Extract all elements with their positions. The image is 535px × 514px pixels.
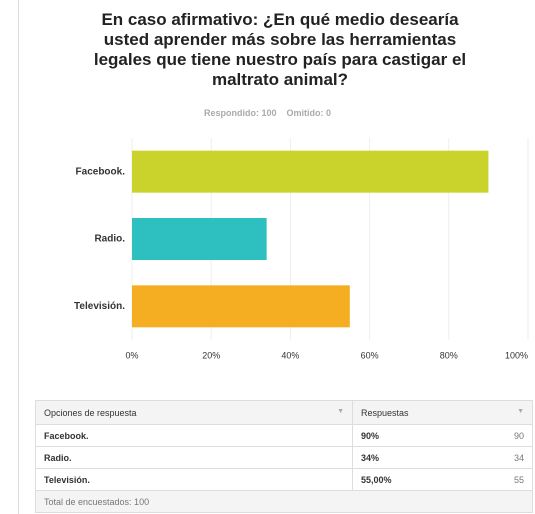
subtitle: Respondido: 100 Omitido: 0 — [0, 108, 535, 118]
y-tick-label: Facebook. — [76, 166, 126, 177]
sort-icon[interactable]: ▼ — [517, 407, 524, 415]
option: Televisión. — [35, 468, 353, 491]
sort-icon[interactable]: ▼ — [337, 407, 344, 415]
header-row: Opciones de respuesta ▼ Respuestas ▼ — [35, 400, 533, 425]
count: 90 — [467, 424, 533, 447]
bar — [132, 218, 267, 260]
x-tick-label: 60% — [361, 350, 379, 360]
count: 55 — [467, 468, 533, 491]
x-tick-label: 0% — [125, 350, 138, 360]
bar — [132, 285, 350, 328]
divider — [18, 0, 19, 514]
x-tick-label: 40% — [281, 350, 299, 360]
bar — [132, 150, 489, 193]
header-cell: Respuestas ▼ — [352, 400, 533, 425]
percent: 90% — [351, 424, 468, 447]
x-tick-label: 80% — [440, 350, 458, 360]
footer-row: Total de encuestados: 100 — [35, 490, 533, 513]
x-tick-label: 20% — [202, 350, 220, 360]
chart-title: En caso afirmativo: ¿En qué medio desear… — [93, 10, 467, 89]
percent: 34% — [351, 446, 468, 469]
header: Respuestas — [361, 407, 409, 418]
response-table: Opciones de respuesta ▼ Respuestas ▼ Faceb… — [35, 400, 533, 513]
y-tick-label: Televisión. — [74, 301, 125, 312]
row: Televisión. 55,00% 55 — [35, 468, 533, 491]
y-tick-label: Radio. — [94, 234, 125, 245]
header-cell: Opciones de respuesta ▼ — [35, 400, 353, 425]
chart: 0% 20% 40% 60% 80% 100% Facebook. Radio. Televis… — [74, 138, 529, 360]
option: Facebook. — [35, 424, 353, 447]
row: Facebook. 90% 90 — [35, 424, 533, 447]
option: Radio. — [35, 446, 353, 469]
skipped: Omitido: 0 — [286, 108, 332, 118]
header: Opciones de respuesta — [44, 407, 137, 418]
x-tick-label: 100% — [505, 350, 528, 360]
answered: Respondido: 100 — [203, 108, 277, 118]
count: 34 — [467, 446, 533, 469]
footer: Total de encuestados: 100 — [35, 490, 533, 513]
percent: 55,00% — [351, 468, 468, 491]
row: Radio. 34% 34 — [35, 446, 533, 469]
